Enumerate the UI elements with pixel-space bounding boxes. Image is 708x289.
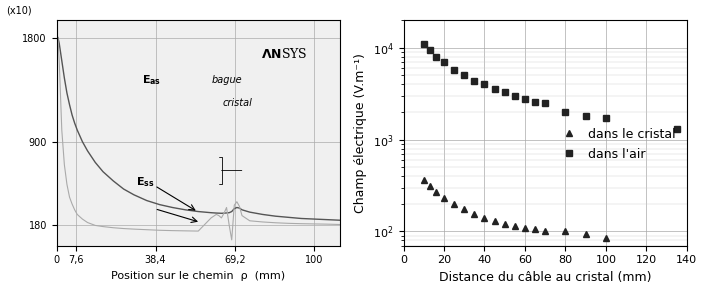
Text: $\mathbf{\Lambda N}$SYS: $\mathbf{\Lambda N}$SYS (261, 47, 307, 61)
dans l'air (432, 55, 440, 58)
dans le cristal (460, 208, 469, 211)
Legend: dans le cristal, dans l'air: dans le cristal, dans l'air (554, 123, 680, 166)
X-axis label: Position sur le chemin  ρ  (mm): Position sur le chemin ρ (mm) (111, 271, 285, 281)
dans le cristal (480, 216, 489, 220)
dans le cristal (470, 212, 479, 216)
Text: (x10): (x10) (6, 6, 31, 16)
dans le cristal (450, 202, 458, 205)
dans le cristal (581, 233, 590, 236)
dans le cristal (491, 219, 499, 223)
dans l'air (531, 100, 539, 103)
dans l'air (602, 117, 610, 120)
Y-axis label: Champ électrique (V.m⁻¹): Champ électrique (V.m⁻¹) (355, 53, 367, 213)
dans le cristal (432, 190, 440, 194)
Text: bague: bague (211, 75, 242, 85)
dans l'air (541, 101, 549, 105)
dans l'air (480, 83, 489, 86)
dans l'air (450, 68, 458, 71)
dans le cristal (602, 236, 610, 240)
dans le cristal (510, 224, 519, 228)
X-axis label: Distance du câble au cristal (mm): Distance du câble au cristal (mm) (439, 271, 651, 284)
dans l'air (491, 87, 499, 90)
Text: $\mathbf{E_{as}}$: $\mathbf{E_{as}}$ (142, 73, 161, 87)
dans le cristal (426, 185, 434, 188)
dans le cristal (501, 223, 509, 226)
Text: $\mathbf{E_{ss}}$: $\mathbf{E_{ss}}$ (136, 175, 154, 189)
dans le cristal (520, 227, 529, 230)
dans l'air (420, 42, 428, 46)
Line: dans l'air: dans l'air (421, 40, 680, 133)
dans le cristal (673, 250, 681, 253)
dans l'air (460, 74, 469, 77)
dans l'air (510, 94, 519, 98)
dans le cristal (420, 179, 428, 182)
Text: cristal: cristal (223, 98, 253, 108)
dans l'air (470, 79, 479, 82)
dans le cristal (440, 197, 448, 200)
dans l'air (673, 127, 681, 131)
dans le cristal (531, 228, 539, 231)
dans l'air (426, 48, 434, 52)
dans l'air (440, 60, 448, 64)
Line: dans le cristal: dans le cristal (421, 177, 680, 255)
dans le cristal (561, 229, 570, 232)
dans l'air (520, 97, 529, 100)
dans l'air (501, 90, 509, 94)
dans l'air (561, 110, 570, 114)
dans le cristal (541, 230, 549, 233)
dans l'air (581, 114, 590, 118)
